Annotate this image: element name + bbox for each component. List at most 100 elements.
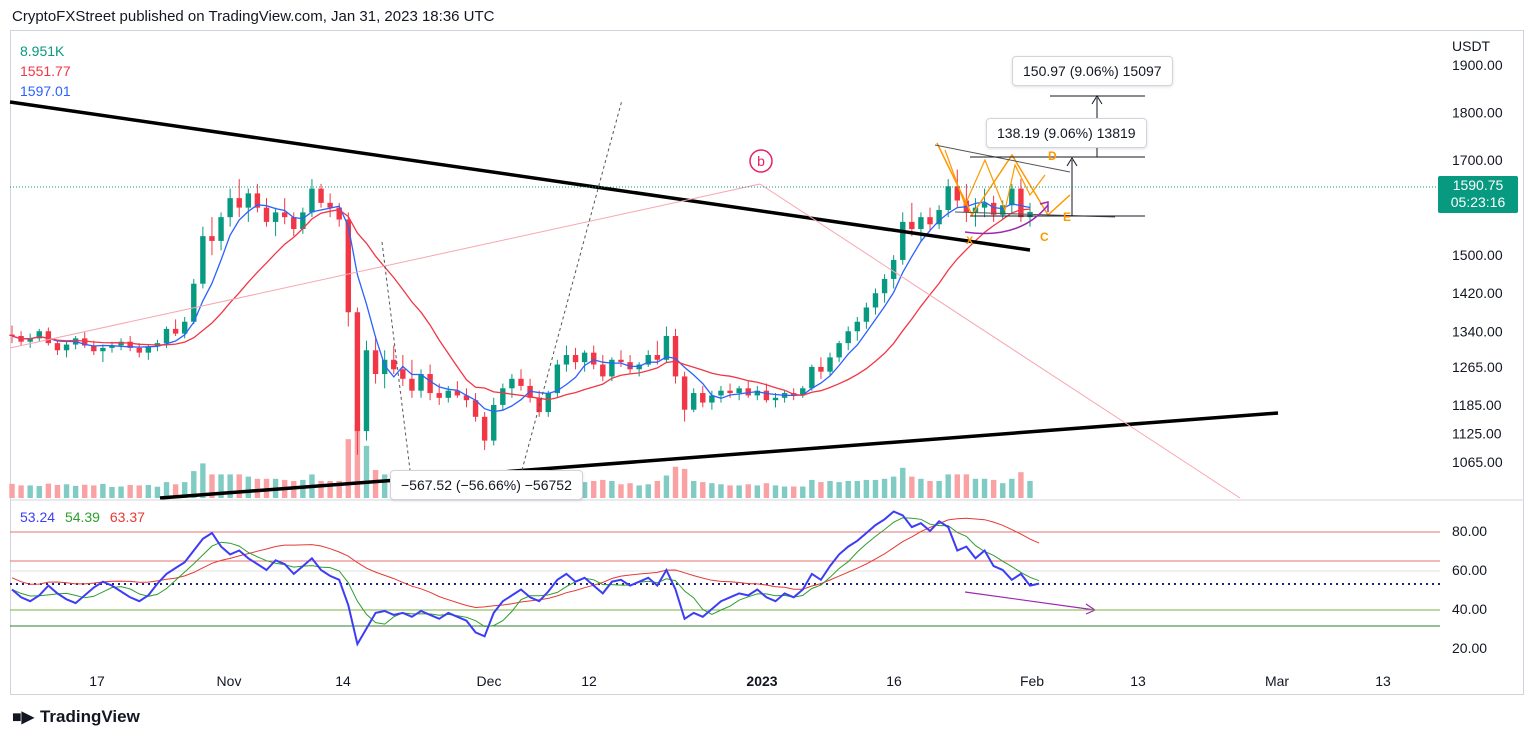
volume-bar bbox=[236, 474, 242, 498]
triangle-upper bbox=[934, 144, 1071, 173]
candle-body bbox=[581, 352, 588, 363]
volume-bar bbox=[900, 467, 906, 498]
fib-dashed-2 bbox=[521, 99, 623, 471]
candle-body bbox=[681, 376, 688, 410]
candle-body bbox=[254, 193, 261, 208]
candle-body bbox=[836, 343, 842, 358]
candle-body bbox=[354, 312, 361, 432]
volume-bar bbox=[54, 484, 61, 498]
volume-bar bbox=[654, 481, 661, 498]
resistance-trendline bbox=[9, 100, 1031, 252]
volume-bar bbox=[981, 478, 988, 498]
wave-e-label: E bbox=[1063, 210, 1071, 224]
candle-body bbox=[563, 355, 570, 365]
candle-body bbox=[82, 338, 88, 346]
candle-body bbox=[554, 364, 561, 394]
candle-body bbox=[27, 338, 33, 342]
measure-label-range[interactable]: 138.19 (9.06%) 13819 bbox=[986, 118, 1147, 148]
measure-label-target[interactable]: 150.97 (9.06%) 15097 bbox=[1012, 56, 1173, 86]
candle-body bbox=[981, 202, 988, 208]
volume-bar bbox=[872, 479, 879, 498]
candle-body bbox=[618, 359, 624, 363]
candle-body bbox=[209, 236, 215, 241]
time-tick-label: 16 bbox=[886, 673, 902, 689]
candle-body bbox=[381, 359, 388, 375]
volume-bar bbox=[809, 479, 815, 498]
volume-bar bbox=[963, 474, 970, 498]
rsi-axis: 80.00 60.00 40.00 20.00 bbox=[1452, 523, 1487, 656]
volume-bar bbox=[345, 439, 352, 498]
candle-body bbox=[1009, 188, 1015, 206]
candle-body bbox=[472, 400, 479, 417]
price-tick-label: 1065.00 bbox=[1452, 454, 1503, 470]
price-legend: 8.951K 1551.77 1597.01 bbox=[20, 41, 71, 101]
volume-bar bbox=[336, 481, 342, 498]
volume-bar bbox=[72, 485, 79, 498]
candle-body bbox=[163, 328, 170, 344]
candle-body bbox=[509, 378, 515, 389]
candle-body bbox=[718, 390, 724, 396]
candle-body bbox=[954, 186, 960, 201]
rsi-projection bbox=[964, 591, 1096, 611]
volume-value: 8.951K bbox=[20, 43, 65, 59]
time-tick-label: Nov bbox=[217, 673, 242, 689]
volume-bar bbox=[581, 482, 588, 498]
measure-label-drop[interactable]: −567.52 (−56.66%) −56752 bbox=[390, 470, 583, 500]
volume-bar bbox=[745, 484, 751, 498]
candle-body bbox=[136, 347, 142, 353]
candle-body bbox=[454, 390, 461, 396]
volume-bar bbox=[327, 481, 333, 498]
rsi-tick-label: 20.00 bbox=[1452, 640, 1487, 656]
candle-body bbox=[63, 344, 70, 351]
volume-bar bbox=[172, 484, 179, 498]
volume-bar bbox=[127, 484, 133, 498]
candle-body bbox=[327, 202, 333, 208]
volume-bar bbox=[1027, 481, 1033, 498]
candle-body bbox=[145, 346, 152, 353]
candle-body bbox=[363, 350, 370, 432]
candle-body bbox=[272, 212, 279, 222]
candle-body bbox=[1000, 205, 1006, 215]
volume-bar bbox=[672, 466, 679, 498]
volume-bar bbox=[727, 485, 733, 498]
rsi-ma-value: 54.39 bbox=[64, 509, 100, 525]
time-tick-label: Dec bbox=[477, 673, 502, 689]
price-tick-label: 1500.00 bbox=[1452, 247, 1503, 263]
fast-ma-line bbox=[11, 201, 1031, 413]
candle-body bbox=[172, 328, 179, 334]
candle-body bbox=[700, 393, 706, 403]
volume-bar bbox=[591, 481, 597, 498]
volume-bar bbox=[36, 486, 42, 498]
candle-body bbox=[772, 397, 779, 401]
time-tick-label: 13 bbox=[1375, 673, 1391, 689]
price-tick-label: 1185.00 bbox=[1452, 397, 1502, 413]
volume-bar bbox=[909, 476, 915, 498]
volume-bar bbox=[845, 481, 851, 498]
volume-bar bbox=[600, 479, 606, 498]
volume-bar bbox=[200, 463, 206, 498]
candle-body bbox=[754, 390, 761, 396]
volume-bar bbox=[100, 483, 106, 498]
candle-body bbox=[900, 221, 906, 260]
tradingview-logo[interactable]: ■▶ TradingView bbox=[12, 707, 140, 727]
candle-body bbox=[936, 210, 942, 225]
volume-bar bbox=[1000, 483, 1006, 498]
volume-bar bbox=[890, 476, 897, 498]
candle-body bbox=[100, 347, 106, 352]
volume-bar bbox=[191, 471, 197, 498]
volume-bar bbox=[218, 474, 224, 498]
time-tick-label: 2023 bbox=[746, 673, 777, 689]
volume-bar bbox=[245, 476, 252, 498]
time-axis: 17 Nov 14 Dec 12 2023 16 Feb 13 Mar 13 bbox=[89, 673, 1391, 689]
volume-bar bbox=[381, 474, 388, 498]
volume-bar bbox=[618, 484, 624, 498]
candle-body bbox=[709, 395, 715, 403]
candle-body bbox=[918, 217, 924, 230]
volume-bar bbox=[818, 482, 824, 498]
candle-body bbox=[336, 207, 342, 220]
volume-bar bbox=[254, 478, 261, 498]
candle-body bbox=[463, 395, 470, 401]
candle-body bbox=[545, 393, 551, 413]
candle-body bbox=[400, 369, 406, 379]
